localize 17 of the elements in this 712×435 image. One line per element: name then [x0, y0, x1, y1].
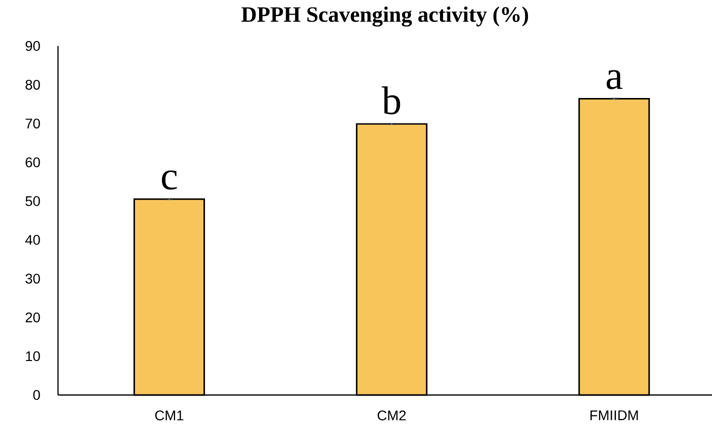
- chart-title: DPPH Scavenging activity (%): [241, 6, 528, 27]
- y-tick-label: 80: [26, 80, 40, 90]
- x-tick-label: CM2: [378, 410, 406, 420]
- annotation: c: [162, 170, 177, 190]
- annotation: a: [606, 70, 622, 90]
- x-tick-label: CM1: [155, 410, 184, 420]
- annotation: b: [382, 86, 400, 114]
- y-tick-label: 20: [26, 312, 40, 322]
- y-tick-label: 30: [26, 274, 40, 284]
- y-tick-label: 90: [26, 41, 40, 51]
- x-tick-label: FMIIDM: [590, 410, 638, 420]
- y-tick-label: 60: [26, 157, 40, 168]
- y-tick-label: 10: [26, 351, 40, 362]
- y-tick-label: 50: [26, 196, 40, 206]
- y-tick-label: 0: [33, 390, 40, 400]
- y-tick-label: 70: [26, 118, 40, 128]
- y-tick-label: 40: [25, 234, 40, 245]
